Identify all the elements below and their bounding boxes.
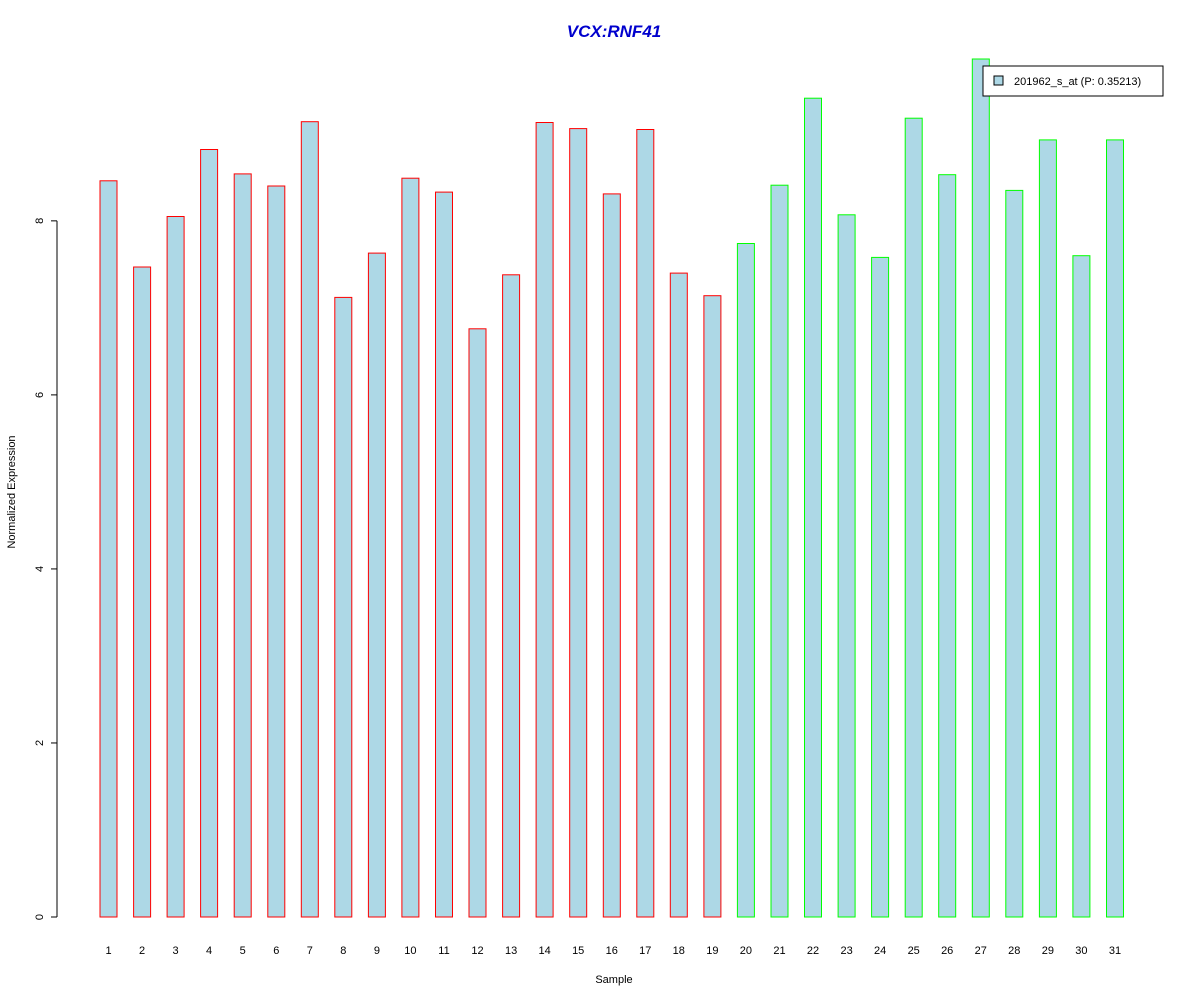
x-tick-label-23: 23 (840, 945, 852, 957)
x-tick-label-9: 9 (374, 945, 380, 957)
x-axis-label: Sample (595, 974, 632, 986)
bar-sample-11 (435, 191, 453, 918)
x-tick-label-16: 16 (606, 945, 618, 957)
legend: 201962_s_at (P: 0.35213) (982, 65, 1164, 97)
bar-sample-28 (1005, 189, 1024, 918)
x-tick-label-2: 2 (139, 945, 145, 957)
x-tick-label-1: 1 (105, 945, 111, 957)
x-tick-label-21: 21 (773, 945, 785, 957)
bar-sample-7 (300, 121, 319, 918)
x-tick-label-18: 18 (673, 945, 685, 957)
x-tick-label-7: 7 (307, 945, 313, 957)
bar-sample-17 (636, 129, 655, 918)
x-tick-label-26: 26 (941, 945, 953, 957)
bar-sample-8 (334, 296, 353, 918)
x-tick-label-31: 31 (1109, 945, 1121, 957)
bar-sample-23 (837, 214, 856, 918)
x-tick-label-4: 4 (206, 945, 212, 957)
bar-sample-29 (1038, 139, 1057, 918)
y-axis-label: Normalized Expression (6, 435, 18, 548)
legend-label: 201962_s_at (P: 0.35213) (1014, 76, 1141, 88)
y-tick-label: 6 (34, 392, 46, 398)
bar-sample-5 (233, 173, 252, 918)
x-tick-label-30: 30 (1075, 945, 1087, 957)
bar-sample-9 (367, 252, 386, 918)
x-tick-label-22: 22 (807, 945, 819, 957)
x-tick-label-29: 29 (1042, 945, 1054, 957)
bar-sample-1 (99, 180, 118, 918)
bar-sample-21 (770, 184, 789, 918)
x-tick-label-15: 15 (572, 945, 584, 957)
bar-sample-18 (669, 272, 688, 918)
y-tick-label: 4 (34, 566, 46, 572)
bars-group (99, 58, 1124, 918)
bar-sample-19 (703, 295, 722, 918)
bar-sample-6 (267, 185, 286, 918)
x-tick-label-13: 13 (505, 945, 517, 957)
chart-title: VCX:RNF41 (567, 22, 661, 41)
y-axis: 0 2 4 6 8 (34, 218, 58, 920)
x-tick-label-11: 11 (438, 945, 449, 957)
bar-sample-25 (904, 117, 923, 918)
bar-sample-12 (468, 328, 487, 918)
y-tick-label: 0 (34, 914, 46, 920)
bar-sample-24 (871, 256, 890, 918)
bar-sample-4 (200, 149, 219, 918)
x-tick-label-28: 28 (1008, 945, 1020, 957)
bar-sample-31 (1106, 139, 1124, 918)
x-tick-label-12: 12 (471, 945, 483, 957)
bar-sample-27 (971, 58, 990, 918)
x-tick-label-6: 6 (273, 945, 279, 957)
x-tick-labels: 1 2 3 4 5 6 7 8 9 10 11 12 13 14 15 16 17 18 19 20 21 22 23 24 2… (105, 945, 1121, 957)
x-tick-label-14: 14 (538, 945, 550, 957)
x-tick-label-20: 20 (740, 945, 752, 957)
bar-sample-14 (535, 122, 554, 918)
x-tick-label-24: 24 (874, 945, 886, 957)
legend-swatch (993, 75, 1004, 86)
bar-sample-22 (804, 97, 822, 918)
y-tick-label: 2 (34, 740, 46, 746)
x-tick-label-27: 27 (975, 945, 987, 957)
x-tick-label-25: 25 (908, 945, 920, 957)
y-tick-label: 8 (34, 218, 46, 224)
x-tick-label-19: 19 (706, 945, 718, 957)
bar-sample-15 (569, 128, 588, 918)
legend-box (982, 65, 1164, 97)
bar-sample-20 (736, 243, 755, 918)
bar-sample-3 (166, 216, 185, 918)
bar-sample-30 (1072, 255, 1091, 918)
bar-sample-10 (401, 177, 420, 918)
bar-sample-2 (133, 266, 152, 918)
x-tick-label-17: 17 (639, 945, 651, 957)
bar-sample-13 (502, 274, 521, 918)
bar-sample-16 (602, 193, 621, 918)
x-tick-label-5: 5 (240, 945, 246, 957)
x-tick-label-10: 10 (404, 945, 416, 957)
bar-sample-26 (938, 174, 957, 918)
x-tick-label-3: 3 (173, 945, 179, 957)
x-tick-label-8: 8 (340, 945, 346, 957)
